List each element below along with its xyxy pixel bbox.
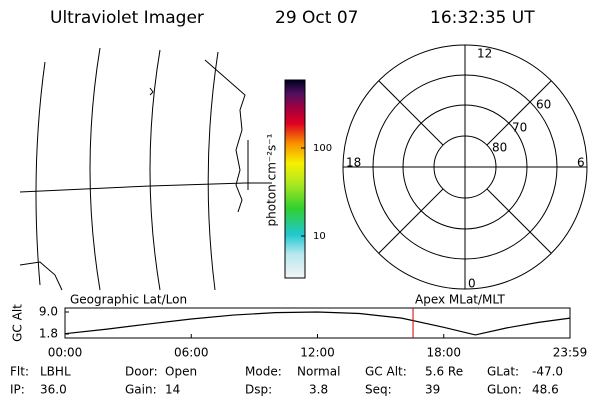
info-value: Normal [297,365,340,379]
lat-label: 70 [512,121,527,135]
lat-label: 80 [492,141,507,155]
colorbar [284,79,306,279]
altitude-line [64,311,571,336]
y-tick-label: 1.8 [39,327,58,341]
geographic-map [19,47,272,291]
time: 16:32:35 UT [430,8,535,28]
info-value: 36.0 [40,383,67,397]
mlt-label: 6 [577,156,585,170]
info-label: GLon: [487,383,522,397]
info-label: GLat: [487,365,519,379]
info-value: 5.6 Re [425,365,463,379]
instrument: Ultraviolet Imager [50,8,204,28]
info-label: IP: [10,383,25,397]
info-value: 14 [165,383,180,397]
date: 29 Oct 07 [275,8,358,28]
info-value: 3.8 [309,383,328,397]
info-value: 39 [425,383,440,397]
info-label: Dsp: [245,383,272,397]
info-label: Gain: [125,383,157,397]
info-label: Flt: [10,365,29,379]
x-tick-label: 12:00 [300,346,335,360]
lat-label: 60 [536,98,551,112]
x-tick-label: 23:59 [553,346,588,360]
mlt-label: 12 [477,47,492,61]
colorbar-label: photon cm⁻²s⁻¹ [265,133,279,226]
polar-grid [342,44,588,290]
x-tick-label: 18:00 [426,346,461,360]
info-label: Mode: [245,365,282,379]
map-label: Geographic Lat/Lon [70,293,187,307]
mlt-label: 0 [468,277,476,291]
info-value: -47.0 [532,365,563,379]
info-value: 48.6 [532,383,559,397]
info-label: GC Alt: [365,365,407,379]
info-label: Door: [125,365,158,379]
info-value: LBHL [40,365,71,379]
y-tick-label: 9.0 [39,305,58,319]
polar-label: Apex MLat/MLT [415,293,505,307]
mlt-label: 18 [346,156,361,170]
colorbar-tick-label: 10 [313,231,326,242]
y-axis-label: GC Alt [11,304,25,342]
colorbar-tick-label: 100 [313,143,332,154]
info-value: Open [165,365,197,379]
info-label: Seq: [365,383,392,397]
x-tick-label: 06:00 [174,346,209,360]
x-tick-label: 00:00 [48,346,83,360]
